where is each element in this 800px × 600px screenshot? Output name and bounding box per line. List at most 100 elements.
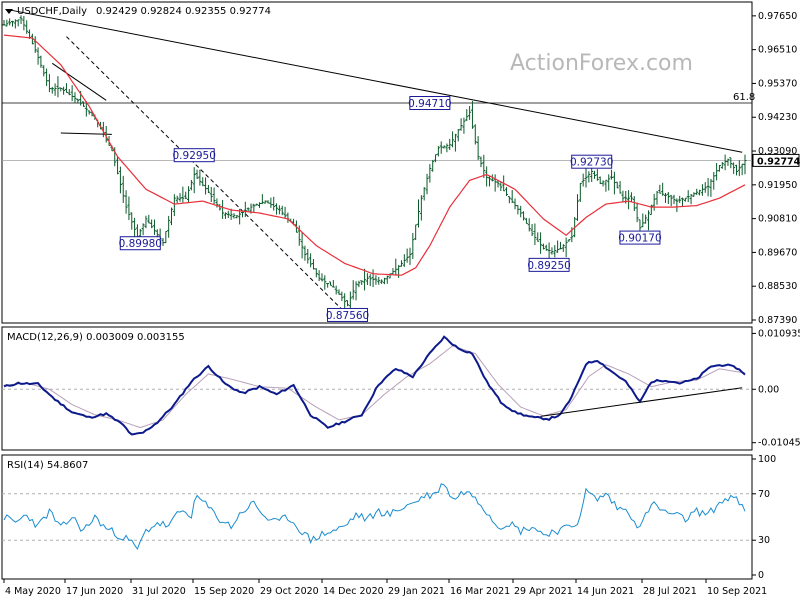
price-bar	[476, 136, 480, 160]
price-bar	[195, 169, 199, 179]
price-bar	[635, 202, 639, 223]
price-bar	[516, 205, 520, 215]
annotation-text: 0.90170	[618, 233, 661, 245]
price-bar	[678, 195, 682, 203]
price-tick-label: 0.90810	[758, 214, 797, 225]
price-bar	[209, 186, 213, 203]
price-bar	[695, 188, 699, 195]
date-tick-label: 10 Sep 2021	[707, 586, 767, 597]
price-bar	[192, 167, 196, 194]
price-bar	[734, 164, 738, 176]
price-bar	[658, 184, 662, 194]
price-bar	[601, 180, 605, 187]
price-bar	[150, 219, 154, 229]
price-bar	[717, 165, 721, 172]
price-annotation: 0.92950	[173, 148, 216, 163]
price-bar	[260, 194, 264, 205]
price-bar	[5, 19, 9, 27]
price-annotation: 0.94710	[408, 96, 452, 111]
price-bar	[164, 231, 168, 244]
price-bar	[536, 232, 540, 242]
rsi-tick-label: 0	[758, 570, 764, 581]
price-bar	[391, 268, 395, 275]
date-tick-label: 4 May 2020	[5, 586, 61, 597]
price-bar	[567, 239, 571, 242]
price-bar	[698, 189, 702, 196]
price-bar	[664, 192, 668, 203]
price-bar	[309, 253, 313, 268]
price-bar	[487, 176, 491, 187]
price-bar	[652, 193, 656, 211]
fib-label: 61.8	[733, 92, 755, 103]
trendline-0	[9, 9, 743, 153]
price-bar	[2, 20, 6, 26]
price-bar	[178, 193, 182, 202]
price-bar	[669, 194, 673, 207]
price-bar	[584, 167, 588, 188]
price-bar	[615, 181, 619, 189]
annotation-text: 0.89250	[527, 260, 570, 272]
price-bar	[33, 36, 37, 53]
price-tick-label: 0.91950	[758, 180, 797, 191]
price-bar	[16, 19, 20, 27]
date-tick-label: 29 Oct 2020	[260, 586, 319, 597]
price-bar	[530, 224, 534, 236]
moving-average-line	[3, 34, 746, 276]
trendline-1	[66, 36, 348, 316]
price-bar	[323, 275, 327, 290]
price-bar	[314, 268, 318, 278]
annotation-box	[327, 307, 369, 322]
collapse-triangle-icon[interactable]	[5, 9, 13, 14]
price-bar	[621, 190, 625, 203]
price-bar	[275, 203, 279, 215]
macd-line	[3, 335, 746, 436]
price-bar	[337, 289, 341, 295]
price-bar	[581, 173, 585, 187]
date-tick-label: 14 Jun 2021	[577, 586, 634, 597]
price-box-frame	[752, 153, 800, 167]
price-bar	[703, 182, 707, 193]
price-bar	[280, 205, 284, 216]
price-bar	[326, 283, 330, 288]
annotation-box	[571, 154, 613, 169]
price-bar	[729, 157, 733, 169]
price-bar	[172, 194, 176, 217]
annotation-box	[528, 257, 570, 272]
price-bar	[62, 86, 66, 95]
price-bar	[462, 117, 466, 134]
price-bar	[553, 245, 557, 258]
price-bar	[212, 187, 216, 205]
price-bar	[19, 15, 23, 24]
date-tick-label: 15 Sep 2020	[194, 586, 254, 597]
price-bar	[64, 83, 68, 93]
price-bar	[223, 212, 227, 219]
price-bar	[235, 215, 239, 219]
price-bar	[456, 129, 460, 142]
price-bar	[595, 169, 599, 181]
price-bar	[22, 15, 26, 31]
price-bar	[666, 192, 670, 205]
price-tick-label: 0.89670	[758, 247, 797, 258]
price-bar	[675, 198, 679, 213]
price-bar	[522, 211, 526, 221]
price-bar	[118, 166, 122, 194]
price-bar	[732, 162, 736, 174]
price-bar	[277, 205, 281, 215]
price-bar	[53, 83, 57, 96]
price-bar	[181, 186, 185, 203]
price-bar	[564, 237, 568, 258]
price-bar	[141, 223, 145, 236]
price-bar	[184, 191, 188, 200]
price-bar	[405, 248, 409, 263]
macd-tick-label: 0.010935	[758, 328, 800, 339]
price-bar	[127, 196, 131, 221]
price-bar	[692, 192, 696, 197]
annotation-box	[173, 148, 215, 163]
price-tick-label: 0.94230	[758, 112, 797, 123]
price-bar	[59, 87, 63, 92]
price-bar	[593, 170, 597, 179]
price-tick-label: 0.87390	[758, 315, 797, 326]
trendline-2	[51, 62, 107, 101]
rsi-title: RSI(14) 54.8607	[7, 460, 88, 471]
price-bar	[300, 231, 304, 259]
